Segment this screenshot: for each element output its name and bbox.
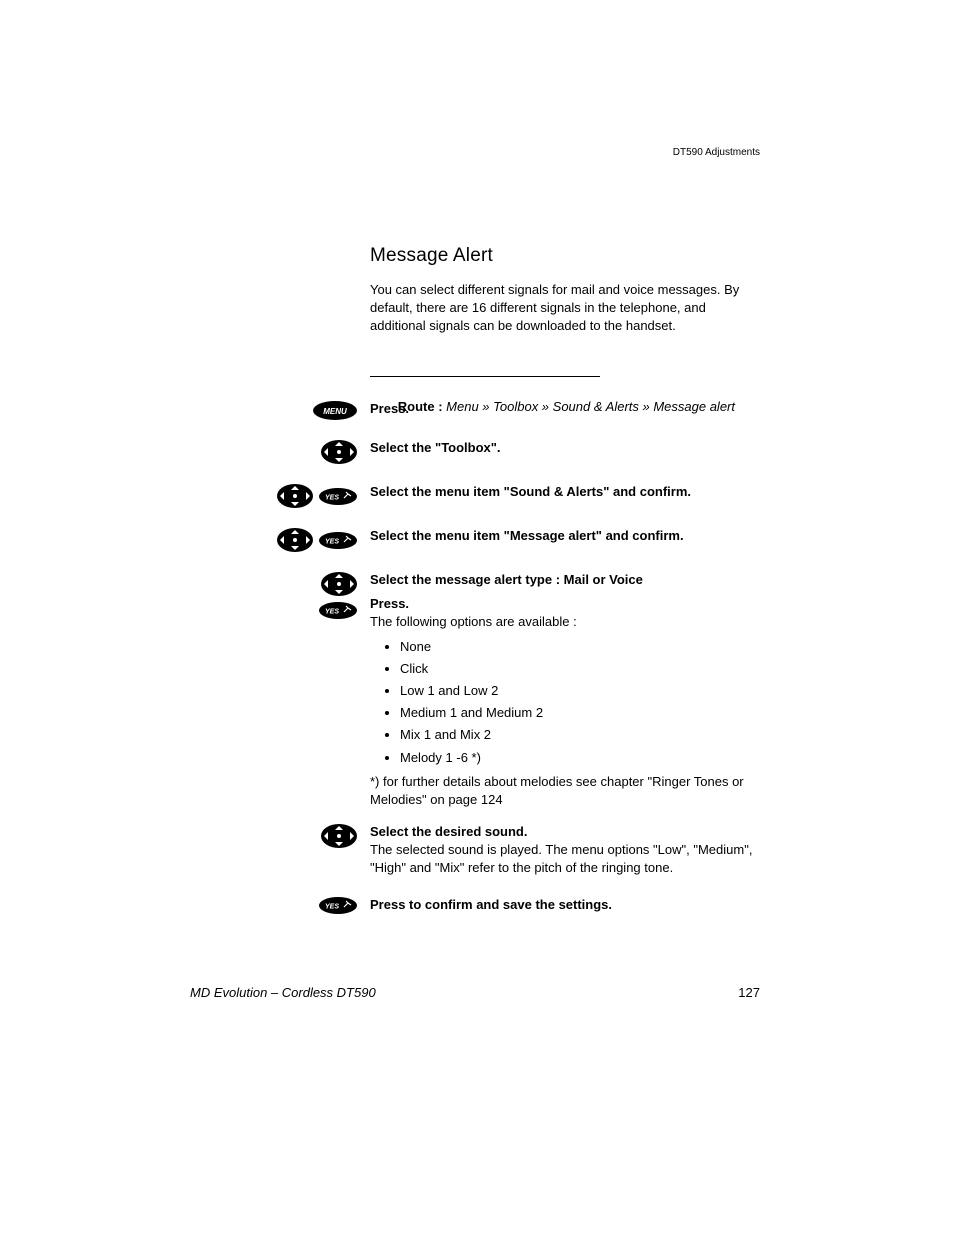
step-bold-text: Select the message alert type : Mail or …: [370, 571, 760, 589]
step-row: Select the menu item "Sound & Alerts" an…: [260, 483, 760, 509]
icon-column: [260, 823, 370, 849]
list-item: Melody 1 -6 *): [400, 749, 760, 767]
list-item: Low 1 and Low 2: [400, 682, 760, 700]
step-row: Press.: [260, 400, 760, 421]
steps-area: Press. Select the "Toolbox". Select the …: [260, 400, 760, 933]
yes-button-icon: [318, 896, 358, 915]
step-bold-text: Select the "Toolbox".: [370, 439, 760, 457]
step-bold-text: Select the menu item "Message alert" and…: [370, 527, 760, 545]
yes-button-icon: [318, 487, 358, 506]
page-number: 127: [738, 985, 760, 1000]
icon-column: [260, 400, 370, 421]
nav-button-icon: [276, 527, 314, 553]
step-text: Select the menu item "Message alert" and…: [370, 527, 760, 545]
step-bold-text: Press.: [370, 400, 760, 418]
header-section-label: DT590 Adjustments: [673, 147, 760, 158]
nav-button-icon: [320, 571, 358, 597]
step-text: Select the message alert type : Mail or …: [370, 571, 760, 809]
list-item: Click: [400, 660, 760, 678]
yes-button-icon: [318, 601, 358, 620]
icon-column: [260, 527, 370, 553]
step-row: Select the "Toolbox".: [260, 439, 760, 465]
list-item: None: [400, 638, 760, 656]
step-bold-text: Press to confirm and save the settings.: [370, 896, 760, 914]
nav-button-icon: [276, 483, 314, 509]
intro-paragraph: You can select different signals for mai…: [370, 281, 760, 336]
list-item: Medium 1 and Medium 2: [400, 704, 760, 722]
step-row: Select the desired sound. The selected s…: [260, 823, 760, 878]
step-bold-text: Select the menu item "Sound & Alerts" an…: [370, 483, 760, 501]
page-title: Message Alert: [370, 245, 760, 267]
nav-button-icon: [320, 823, 358, 849]
icon-column: [260, 439, 370, 465]
yes-button-icon: [318, 531, 358, 550]
list-item: Mix 1 and Mix 2: [400, 726, 760, 744]
footer-title: MD Evolution – Cordless DT590: [190, 985, 376, 1000]
menu-button-icon: [312, 400, 358, 421]
step-text: Select the "Toolbox".: [370, 439, 760, 457]
step-body-text: The selected sound is played. The menu o…: [370, 842, 752, 875]
step-body-text: The following options are available :: [370, 614, 577, 629]
step-text: Select the desired sound. The selected s…: [370, 823, 760, 878]
step-bold-text: Select the desired sound.: [370, 823, 760, 841]
step-bold-text: Press.: [370, 595, 760, 613]
icon-column: [260, 896, 370, 915]
options-list: None Click Low 1 and Low 2 Medium 1 and …: [370, 638, 760, 767]
step-text: Press.: [370, 400, 760, 418]
step-row: Select the message alert type : Mail or …: [260, 571, 760, 809]
icon-column: [260, 483, 370, 509]
icon-column: [260, 571, 370, 620]
step-row: Select the menu item "Message alert" and…: [260, 527, 760, 553]
footnote: *) for further details about melodies se…: [370, 773, 760, 809]
step-text: Select the menu item "Sound & Alerts" an…: [370, 483, 760, 501]
step-row: Press to confirm and save the settings.: [260, 896, 760, 915]
step-text: Press to confirm and save the settings.: [370, 896, 760, 914]
nav-button-icon: [320, 439, 358, 465]
divider-line: [370, 376, 600, 377]
